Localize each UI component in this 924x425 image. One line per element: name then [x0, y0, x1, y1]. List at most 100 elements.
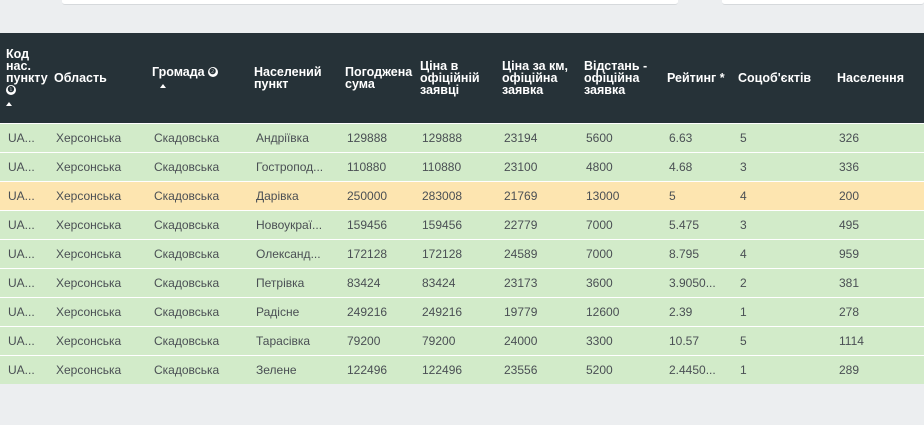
cell-distance: 3300 [578, 325, 661, 355]
cell-code: UA... [0, 354, 48, 384]
cell-social-objects: 1 [732, 296, 831, 326]
filter-input[interactable] [62, 0, 678, 5]
cell-rating: 8.795 [661, 238, 732, 268]
cell-social-objects: 1 [732, 354, 831, 384]
cell-price-per-km: 21769 [496, 180, 578, 210]
cell-code: UA... [0, 238, 48, 268]
table-row[interactable]: UA... Херсонська Скадовська Петрівка 83424 83… [0, 267, 924, 297]
cell-code: UA... [0, 180, 48, 210]
cell-social-objects: 2 [732, 267, 831, 297]
cell-region: Херсонська [48, 325, 146, 355]
cell-rating: 2.39 [661, 296, 732, 326]
cell-region: Херсонська [48, 267, 146, 297]
col-header-label: Громада [152, 64, 205, 79]
cell-distance: 3600 [578, 267, 661, 297]
col-header-label: Ціна в офіційній заявці [420, 58, 480, 97]
col-header-agreed-sum[interactable]: Погоджена сума [339, 33, 414, 123]
cell-social-objects: 5 [732, 122, 831, 152]
cell-settlement: Гостропод... [248, 151, 339, 181]
search-input[interactable] [722, 0, 924, 5]
table-row[interactable]: UA... Херсонська Скадовська Новоукраї... 159… [0, 209, 924, 239]
cell-social-objects: 4 [732, 238, 831, 268]
cell-region: Херсонська [48, 354, 146, 384]
cell-code: UA... [0, 122, 48, 152]
col-header-official-price[interactable]: Ціна в офіційній заявці [414, 33, 496, 123]
col-header-price-per-km[interactable]: Ціна за км, офіційна заявка [496, 33, 578, 123]
col-header-label: Населений пункт [254, 64, 322, 91]
cell-distance: 7000 [578, 209, 661, 239]
cell-rating: 5.475 [661, 209, 732, 239]
info-icon[interactable]: ❶ [6, 85, 16, 96]
sort-up-icon[interactable] [160, 83, 166, 88]
cell-social-objects: 5 [732, 325, 831, 355]
cell-population: 326 [831, 122, 924, 152]
cell-community: Скадовська [146, 325, 248, 355]
cell-social-objects: 3 [732, 151, 831, 181]
cell-community: Скадовська [146, 238, 248, 268]
col-header-label: Погоджена сума [345, 64, 413, 91]
cell-community: Скадовська [146, 209, 248, 239]
cell-price-per-km: 23194 [496, 122, 578, 152]
cell-region: Херсонська [48, 151, 146, 181]
cell-distance: 5600 [578, 122, 661, 152]
cell-settlement: Тарасівка [248, 325, 339, 355]
cell-code: UA... [0, 151, 48, 181]
table-row[interactable]: UA... Херсонська Скадовська Андріївка 129888… [0, 122, 924, 152]
cell-rating: 4.68 [661, 151, 732, 181]
cell-community: Скадовська [146, 354, 248, 384]
cell-price-per-km: 24000 [496, 325, 578, 355]
cell-population: 336 [831, 151, 924, 181]
table-row[interactable]: UA... Херсонська Скадовська Тарасівка 79200 7… [0, 325, 924, 355]
col-header-code[interactable]: Код нас. пункту ❶ [0, 33, 48, 123]
cell-population: 278 [831, 296, 924, 326]
table-row[interactable]: UA... Херсонська Скадовська Зелене 122496 122… [0, 354, 924, 384]
sort-up-icon[interactable] [6, 101, 12, 106]
cell-population: 381 [831, 267, 924, 297]
cell-community: Скадовська [146, 122, 248, 152]
cell-distance: 5200 [578, 354, 661, 384]
cell-settlement: Новоукраї... [248, 209, 339, 239]
cell-agreed-sum: 79200 [339, 325, 414, 355]
cell-rating: 2.4450... [661, 354, 732, 384]
table-row[interactable]: UA... Херсонська Скадовська Радісне 249216 24… [0, 296, 924, 326]
cell-settlement: Дарівка [248, 180, 339, 210]
col-header-label: Код нас. пункту [6, 46, 48, 85]
table-row[interactable]: UA... Херсонська Скадовська Гостропод... 110… [0, 151, 924, 181]
col-header-region[interactable]: Область [48, 33, 146, 123]
cell-official-price: 159456 [414, 209, 496, 239]
cell-community: Скадовська [146, 296, 248, 326]
cell-agreed-sum: 159456 [339, 209, 414, 239]
col-header-population[interactable]: Населення [831, 33, 924, 123]
table-body: UA... Херсонська Скадовська Андріївка 129888… [0, 122, 924, 384]
col-header-label: Рейтинг * [667, 70, 725, 85]
info-icon[interactable]: ❷ [207, 67, 218, 78]
cell-population: 1114 [831, 325, 924, 355]
cell-rating: 6.63 [661, 122, 732, 152]
table-row[interactable]: UA... Херсонська Скадовська Дарівка 250000 28… [0, 180, 924, 210]
col-header-community[interactable]: Громада ❷ [146, 33, 248, 123]
table-row[interactable]: UA... Херсонська Скадовська Олександ... 1721… [0, 238, 924, 268]
cell-agreed-sum: 83424 [339, 267, 414, 297]
col-header-distance[interactable]: Відстань - офіційна заявка [578, 33, 661, 123]
cell-official-price: 172128 [414, 238, 496, 268]
cell-settlement: Петрівка [248, 267, 339, 297]
cell-official-price: 283008 [414, 180, 496, 210]
cell-code: UA... [0, 267, 48, 297]
cell-social-objects: 3 [732, 209, 831, 239]
cell-code: UA... [0, 209, 48, 239]
cell-population: 959 [831, 238, 924, 268]
cell-rating: 3.9050... [661, 267, 732, 297]
col-header-settlement[interactable]: Населений пункт [248, 33, 339, 123]
cell-settlement: Андріївка [248, 122, 339, 152]
cell-settlement: Радісне [248, 296, 339, 326]
cell-official-price: 129888 [414, 122, 496, 152]
col-header-social-objects[interactable]: Соцоб'єктів [732, 33, 831, 123]
settlements-table: Код нас. пункту ❶ Область Громада ❷ Насел… [0, 33, 924, 384]
col-header-rating[interactable]: Рейтинг * [661, 33, 732, 123]
page-footer-area [0, 393, 924, 425]
cell-rating: 5 [661, 180, 732, 210]
cell-agreed-sum: 122496 [339, 354, 414, 384]
cell-code: UA... [0, 296, 48, 326]
cell-population: 200 [831, 180, 924, 210]
top-filter-bar [0, 0, 924, 33]
